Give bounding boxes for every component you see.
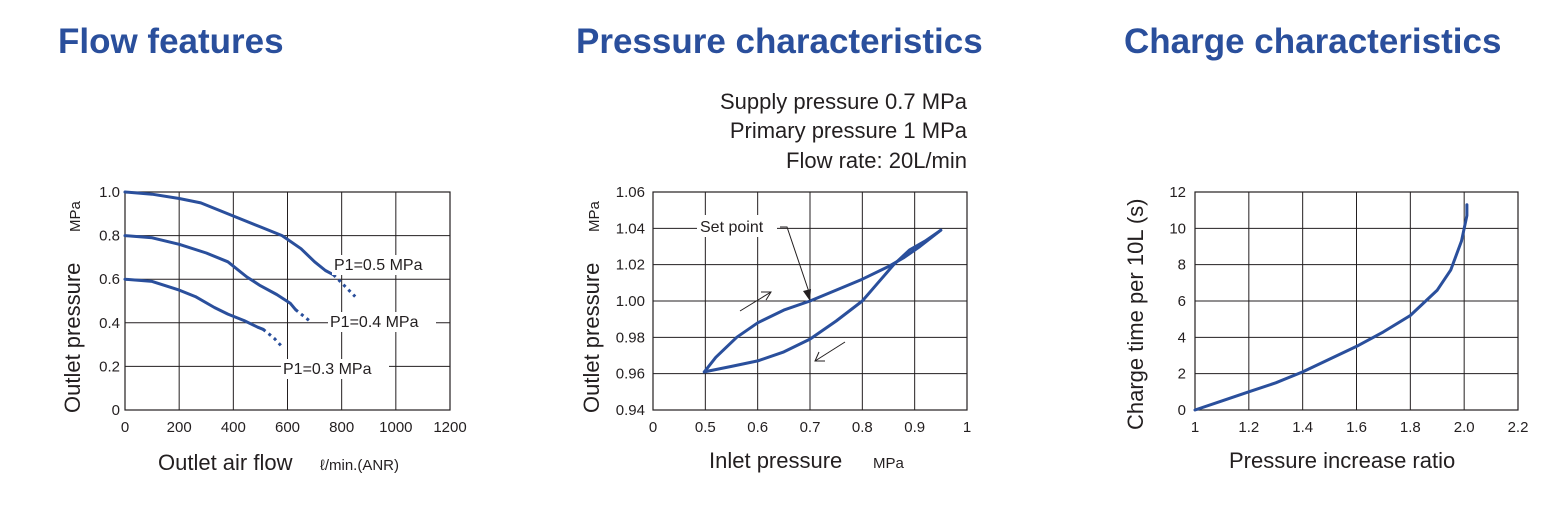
- series-line: [123, 190, 335, 277]
- y-tick-label: 0: [1178, 402, 1186, 419]
- y-tick-label: 6: [1178, 293, 1186, 310]
- x-tick-label: 600: [275, 419, 300, 436]
- x-tick-label: 0.9: [904, 419, 925, 436]
- y-axis-label: Outlet pressure: [579, 263, 604, 413]
- x-tick-label: 1.2: [1238, 419, 1259, 436]
- y-tick-label: 1.0: [99, 184, 120, 201]
- x-tick-label: 1000: [379, 419, 412, 436]
- x-tick-label: 0.8: [852, 419, 873, 436]
- x-tick-label: 1.4: [1292, 419, 1313, 436]
- series-line: [123, 277, 265, 331]
- charge-characteristics-chart: 1 1.2 1.4 1.6 1.8 2.0 2.2 0 2 4 6 8 10 12 Pressure inc…: [1123, 184, 1528, 473]
- x-tick-label: 0.6: [747, 419, 768, 436]
- rising-arrowhead: [761, 291, 772, 301]
- series-label-bg: [281, 359, 389, 379]
- x-tick-label: 2.0: [1454, 419, 1475, 436]
- x-axis-unit: MPa: [873, 455, 905, 472]
- y-tick-label: 12: [1169, 184, 1186, 201]
- x-axis-label: Outlet air flow: [158, 450, 293, 475]
- y-tick-label: 1.06: [616, 184, 645, 201]
- y-axis-unit: MPa: [586, 201, 603, 233]
- set-point-leader: [780, 226, 811, 296]
- y-tick-label: 1.00: [616, 293, 645, 310]
- series-label: P1=0.5 MPa: [334, 257, 423, 274]
- y-tick-label: 0: [112, 402, 120, 419]
- falling-arrow: [814, 341, 846, 362]
- set-point-annotation: Set point: [700, 219, 764, 236]
- pressure-characteristics-title: Pressure characteristics: [576, 22, 983, 61]
- series-label-bg: [332, 255, 440, 275]
- charge-characteristics-title: Charge characteristics: [1124, 22, 1502, 61]
- series-line: [702, 228, 943, 374]
- x-tick-label: 1200: [433, 419, 466, 436]
- x-tick-label: 0.5: [695, 419, 716, 436]
- x-tick-label: 1.8: [1400, 419, 1421, 436]
- set-point-arrowhead: [803, 289, 811, 301]
- y-axis-label: Outlet pressure: [60, 263, 85, 413]
- y-tick-label: 8: [1178, 257, 1186, 274]
- series-label: P1=0.3 MPa: [283, 361, 372, 378]
- series-line-dotted: [294, 308, 313, 324]
- primary-pressure-note: Primary pressure 1 MPa: [729, 118, 967, 143]
- y-tick-label: 0.2: [99, 358, 120, 375]
- flow-rate-note: Flow rate: 20L/min: [786, 148, 967, 173]
- x-tick-label: 1.6: [1346, 419, 1367, 436]
- y-tick-label: 0.6: [99, 271, 120, 288]
- x-tick-label: 400: [221, 419, 246, 436]
- y-tick-label: 1.04: [616, 220, 645, 237]
- x-tick-label: 800: [329, 419, 354, 436]
- y-tick-label: 0.94: [616, 402, 645, 419]
- x-axis-label: Inlet pressure: [709, 448, 842, 473]
- x-tick-label: 0: [649, 419, 657, 436]
- supply-pressure-note: Supply pressure 0.7 MPa: [719, 89, 967, 114]
- flow-features-title: Flow features: [58, 22, 284, 61]
- series-line: [1193, 203, 1469, 412]
- x-tick-label: 200: [167, 419, 192, 436]
- x-tick-label: 0.7: [800, 419, 821, 436]
- y-tick-label: 10: [1169, 220, 1186, 237]
- x-tick-label: 0: [121, 419, 129, 436]
- falling-arrowhead: [814, 351, 825, 362]
- y-tick-label: 0.8: [99, 228, 120, 245]
- series-line: [123, 234, 298, 312]
- x-tick-label: 2.2: [1508, 419, 1529, 436]
- rising-arrow: [739, 291, 772, 312]
- y-tick-label: 0.96: [616, 366, 645, 383]
- x-tick-label: 1: [963, 419, 971, 436]
- series-line-dotted: [262, 328, 284, 348]
- x-axis-unit: ℓ/min.(ANR): [320, 457, 399, 474]
- series-label: P1=0.4 MPa: [330, 314, 419, 331]
- flow-features-chart: 0 200 400 600 800 1000 1200 0 0.2 0.4 0.6 0.8 1.0 P1=…: [60, 184, 467, 475]
- pressure-characteristics-chart: 0 0.5 0.6 0.7 0.8 0.9 1 0.94 0.96 0.98 1.00 1.02 1.0…: [579, 184, 971, 473]
- x-tick-label: 1: [1191, 419, 1199, 436]
- y-tick-label: 2: [1178, 366, 1186, 383]
- annotation-bg: [697, 215, 777, 237]
- y-tick-label: 0.98: [616, 329, 645, 346]
- series-label-bg: [328, 312, 436, 332]
- x-axis-label: Pressure increase ratio: [1229, 448, 1455, 473]
- y-axis-label: Charge time per 10L (s): [1123, 198, 1148, 430]
- y-axis-unit: MPa: [67, 201, 84, 233]
- y-tick-label: 4: [1178, 329, 1186, 346]
- y-tick-label: 1.02: [616, 257, 645, 274]
- y-tick-label: 0.4: [99, 315, 120, 332]
- series-line-dotted: [332, 273, 357, 298]
- series-line: [702, 228, 943, 374]
